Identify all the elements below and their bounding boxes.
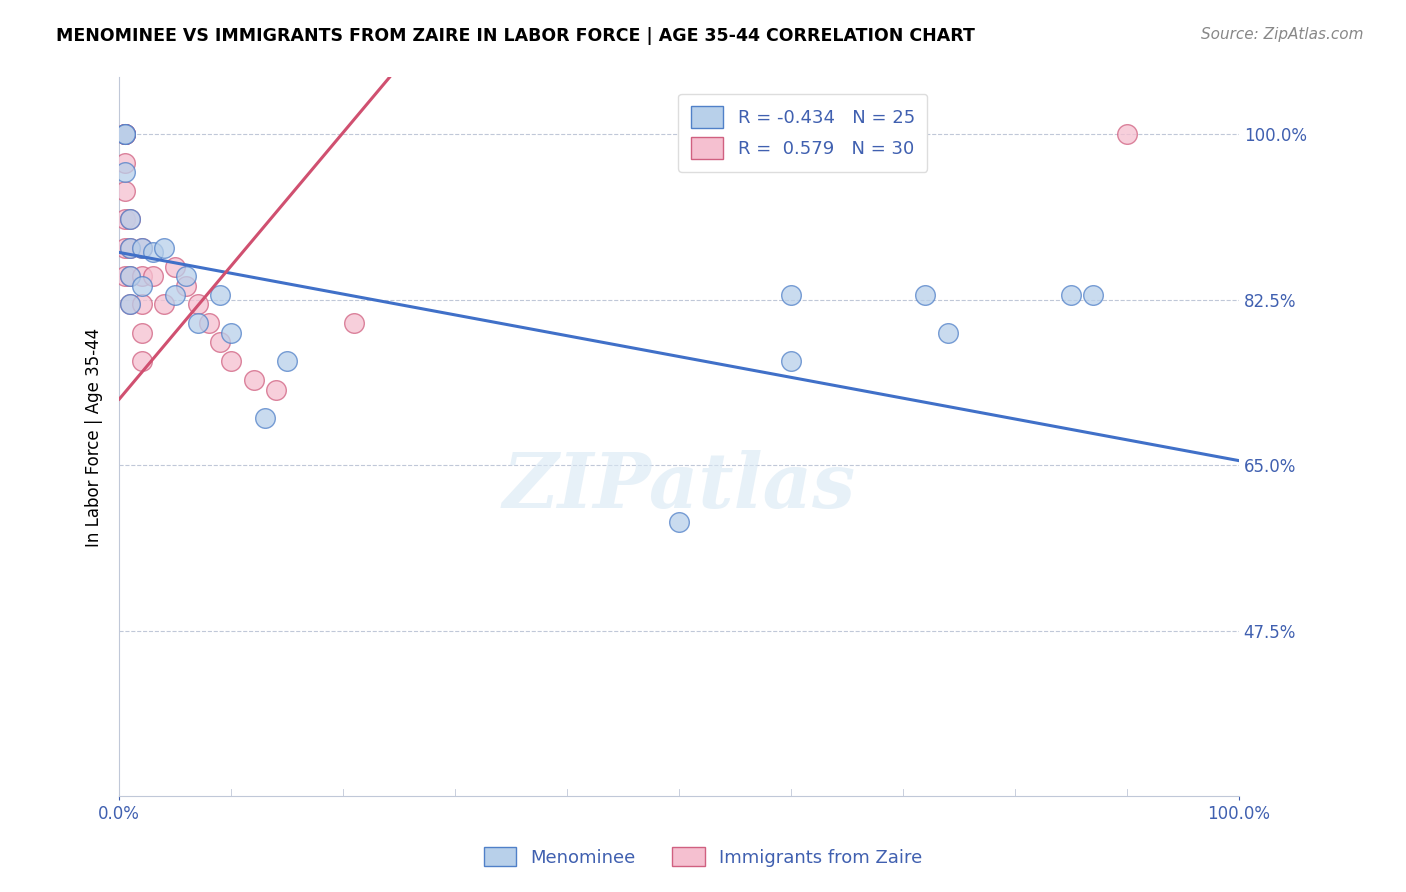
Point — [120, 269, 142, 284]
Point — [914, 288, 936, 302]
Point — [142, 269, 165, 284]
Point — [131, 241, 153, 255]
Point — [114, 127, 136, 141]
Point — [120, 241, 142, 255]
Point — [120, 212, 142, 227]
Point — [114, 127, 136, 141]
Point — [165, 260, 187, 274]
Point — [114, 212, 136, 227]
Point — [780, 354, 803, 368]
Point — [131, 241, 153, 255]
Point — [114, 269, 136, 284]
Y-axis label: In Labor Force | Age 35-44: In Labor Force | Age 35-44 — [86, 327, 103, 547]
Point — [120, 297, 142, 311]
Point — [219, 354, 242, 368]
Point — [114, 127, 136, 141]
Point — [187, 297, 209, 311]
Point — [936, 326, 959, 340]
Point — [187, 317, 209, 331]
Point — [208, 288, 231, 302]
Point — [114, 127, 136, 141]
Text: Source: ZipAtlas.com: Source: ZipAtlas.com — [1201, 27, 1364, 42]
Point — [198, 317, 221, 331]
Point — [780, 288, 803, 302]
Point — [131, 354, 153, 368]
Point — [114, 241, 136, 255]
Point — [114, 127, 136, 141]
Point — [165, 288, 187, 302]
Point — [120, 241, 142, 255]
Point — [276, 354, 298, 368]
Point — [153, 297, 176, 311]
Point — [114, 155, 136, 169]
Text: MENOMINEE VS IMMIGRANTS FROM ZAIRE IN LABOR FORCE | AGE 35-44 CORRELATION CHART: MENOMINEE VS IMMIGRANTS FROM ZAIRE IN LA… — [56, 27, 976, 45]
Point — [253, 411, 276, 425]
Point — [176, 278, 198, 293]
Point — [242, 373, 264, 387]
Point — [120, 269, 142, 284]
Point — [131, 326, 153, 340]
Point — [264, 383, 287, 397]
Point — [120, 212, 142, 227]
Point — [153, 241, 176, 255]
Point — [1083, 288, 1105, 302]
Point — [343, 317, 366, 331]
Legend: Menominee, Immigrants from Zaire: Menominee, Immigrants from Zaire — [477, 840, 929, 874]
Point — [668, 515, 690, 529]
Point — [131, 278, 153, 293]
Point — [120, 297, 142, 311]
Point — [131, 297, 153, 311]
Point — [114, 184, 136, 198]
Point — [142, 245, 165, 260]
Legend: R = -0.434   N = 25, R =  0.579   N = 30: R = -0.434 N = 25, R = 0.579 N = 30 — [678, 94, 928, 172]
Point — [208, 335, 231, 350]
Text: ZIPatlas: ZIPatlas — [502, 450, 856, 524]
Point — [1115, 127, 1137, 141]
Point — [219, 326, 242, 340]
Point — [114, 165, 136, 179]
Point — [176, 269, 198, 284]
Point — [114, 127, 136, 141]
Point — [131, 269, 153, 284]
Point — [1060, 288, 1083, 302]
